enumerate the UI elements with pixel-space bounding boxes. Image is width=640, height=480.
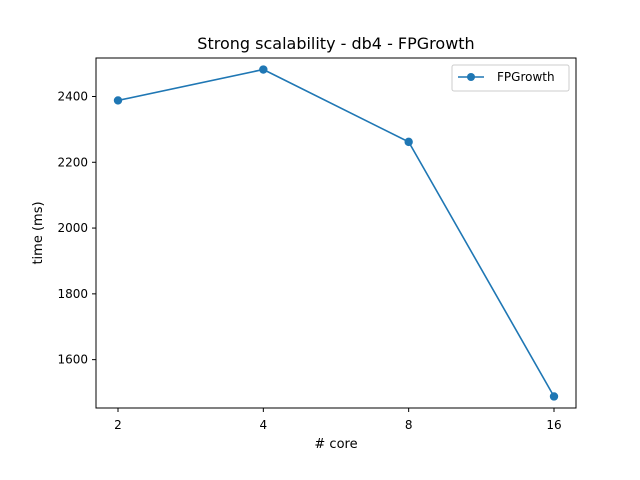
y-tick-label: 2200 [57,155,88,169]
data-point [549,392,559,401]
y-tick-label: 2400 [57,89,88,103]
x-axis-label: # core [314,437,357,452]
y-tick-label: 1600 [57,353,88,367]
x-tick-label: 16 [546,418,561,432]
chart-title: Strong scalability - db4 - FPGrowth [197,34,474,53]
y-tick-label: 2000 [57,221,88,235]
legend: FPGrowth [451,64,570,92]
series-line [117,68,555,397]
data-point [113,96,123,105]
x-tick-label: 2 [114,418,122,432]
data-point [404,137,413,147]
y-tick-label: 1800 [57,287,88,301]
data-point [259,65,268,74]
y-axis-label: time (ms) [31,201,46,264]
legend-marker [467,73,475,81]
x-tick-label: 4 [260,418,268,432]
axes-frame [95,57,577,409]
x-tick-label: 8 [405,418,413,432]
plot-area: 2 4 8 16 1600 1800 2000 2200 2400 [57,57,577,432]
legend-label: FPGrowth [497,70,555,84]
legend-box [451,64,570,92]
